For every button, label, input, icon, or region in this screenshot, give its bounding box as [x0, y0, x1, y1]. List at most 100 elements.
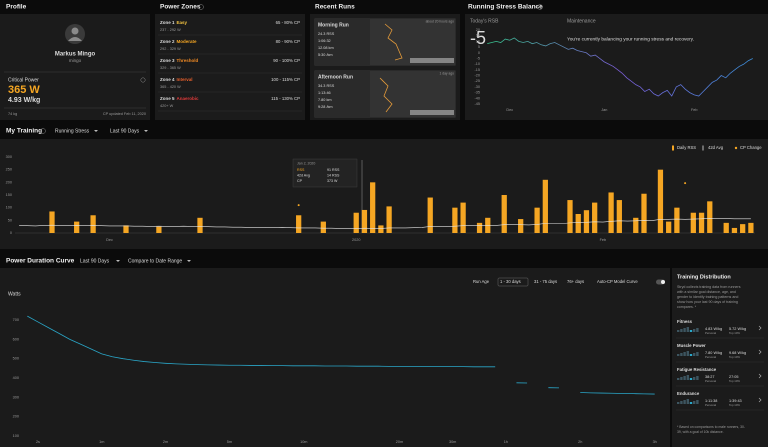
bar [74, 221, 80, 233]
description: gender to identify training patterns and [677, 295, 738, 299]
x-tick-label: 2h [578, 440, 582, 444]
bar [583, 210, 590, 233]
caret [116, 260, 120, 262]
bar [542, 179, 548, 233]
metric-top-label: Top 10% [729, 355, 740, 359]
cp-label: Critical Power [8, 77, 39, 83]
y-tick-label: -35 [475, 91, 481, 95]
bar [567, 200, 573, 233]
bar [575, 214, 581, 233]
bar [657, 169, 664, 233]
bar [386, 206, 392, 233]
zone-number: Zone 2 [160, 39, 175, 44]
chevron[interactable] [758, 397, 762, 403]
rsb-panel [465, 14, 768, 120]
run-when: about 20 hours ago [426, 19, 455, 23]
zone-watts: 365 - 420 W [160, 85, 181, 89]
y-tick-label: 300 [13, 395, 19, 399]
metric-top: 1:39:43 [729, 399, 742, 403]
username: mingo [69, 58, 82, 63]
zone-label: Easy [177, 20, 188, 25]
x-tick-label: 1h [504, 440, 508, 444]
run-stat: 7.80 km [318, 98, 332, 102]
description: compares. * [677, 305, 697, 309]
legend-label[interactable]: 42d Avg [708, 145, 724, 150]
zone-label: Threshold [177, 58, 199, 63]
bar [90, 215, 96, 233]
chevron[interactable] [758, 373, 762, 379]
info-icon[interactable] [40, 128, 46, 134]
chevron[interactable] [758, 325, 762, 331]
metric-select[interactable]: Running Stress [55, 128, 90, 134]
metric-mini-bar [683, 352, 686, 356]
y-axis-label: Watts [8, 291, 21, 297]
bar [723, 222, 729, 233]
y-tick-label: 150 [6, 193, 12, 197]
bar [641, 193, 647, 233]
filter-button[interactable]: 1 - 30 days [500, 279, 521, 284]
run-list: Morning Run about 20 hours ago 24.3 RSS 1:0… [314, 18, 456, 118]
bar [501, 195, 507, 233]
legend-label[interactable]: CP Change [740, 145, 762, 150]
bar [452, 207, 458, 233]
run-map [370, 71, 455, 117]
x-tick-label: 10m [300, 440, 307, 444]
zone-name: Zone 3 Threshold [160, 58, 199, 63]
info-icon[interactable] [140, 77, 146, 83]
cp-value: 365 W [8, 84, 40, 96]
avatar-body [68, 37, 82, 41]
chevron[interactable] [758, 349, 762, 355]
y-tick-label: 5 [478, 45, 480, 49]
bar [698, 212, 705, 233]
filter-button[interactable]: 76+ days [567, 279, 584, 284]
x-tick-label: 2020 [352, 238, 360, 242]
x-tick-label: Dec [106, 238, 113, 242]
metric-mini-bar [686, 399, 689, 404]
zone-pct: 100 - 115% CP [271, 77, 300, 82]
y-tick-label: -45 [475, 102, 481, 106]
y-tick-label: -20 [475, 74, 481, 78]
compare-select[interactable]: Compare to Date Range [128, 258, 182, 264]
filter-button[interactable]: 31 - 75 days [534, 279, 557, 284]
cp-updated: CP updated Feb 11, 2020 [103, 112, 146, 116]
range-select[interactable]: Last 90 Days [110, 128, 140, 134]
rsb-today-label: Today's RSB [470, 18, 499, 24]
cp-wkg: 4.93 W/kg [8, 97, 40, 104]
zone-number: Zone 5 [160, 96, 175, 101]
zone-label: Interval [177, 77, 193, 82]
filter-button[interactable]: Run Age [473, 279, 490, 284]
run-stat: 24.3 RSS [318, 32, 335, 36]
metric-mini-bar [680, 353, 683, 356]
zone-number: Zone 1 [160, 20, 175, 25]
bar [608, 192, 614, 233]
run-route [384, 23, 403, 61]
metric-name: Fatigue Resistance [677, 367, 717, 372]
line-series [27, 315, 655, 395]
caret [94, 130, 98, 132]
y-tick-label: -25 [475, 79, 481, 83]
zone-name: Zone 5 Anaerobic [160, 96, 199, 101]
range-select[interactable]: Last 90 Days [80, 258, 110, 264]
bar [690, 212, 696, 233]
y-tick-label: 20 [476, 28, 480, 32]
zone-name: Zone 4 Interval [160, 77, 193, 82]
run-stat: 12.08 km [318, 46, 334, 50]
tooltip-value: 373 W [327, 179, 338, 183]
x-tick-label: Feb [691, 108, 698, 112]
legend-label[interactable]: Daily RSS [677, 145, 696, 150]
metric-mini-bar [683, 328, 686, 332]
bar [370, 182, 376, 233]
info-icon[interactable] [198, 4, 204, 10]
y-tick-label: -10 [475, 62, 481, 66]
run-stat: 34.3 RSS [318, 84, 335, 88]
info-icon[interactable] [537, 4, 543, 10]
metric-top-label: Top 10% [729, 331, 740, 335]
zone-label: Anaerobic [177, 96, 200, 101]
bar [476, 222, 483, 233]
metric-mini-bar [680, 377, 683, 380]
toggle-knob [661, 280, 665, 284]
metric-name: Muscle Power [677, 343, 706, 348]
tooltip-value: 91 RSS [327, 168, 340, 172]
metric-mini-bar [683, 400, 686, 404]
